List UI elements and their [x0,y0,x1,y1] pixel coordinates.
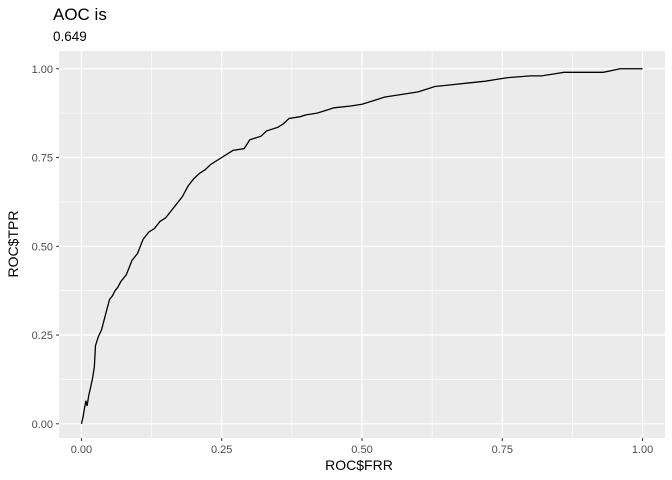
y-axis-title: ROC$TPR [5,211,21,278]
x-tick-label: 0.25 [211,444,232,456]
y-tick-label: 0.50 [32,241,53,253]
x-tick-label: 1.00 [632,444,653,456]
x-axis-title: ROC$FRR [325,457,393,473]
y-axis: 0.00 0.25 0.50 0.75 1.00 [32,64,59,431]
y-tick-label: 0.25 [32,330,53,342]
y-tick-label: 1.00 [32,64,53,76]
x-tick-label: 0.50 [351,444,372,456]
x-tick-label: 0.00 [71,444,92,456]
roc-curve-line [80,68,643,424]
major-gridlines [59,51,665,438]
x-axis: 0.00 0.25 0.50 0.75 1.00 [71,438,653,456]
chart-title: AOC is [53,5,107,24]
x-tick-label: 0.75 [492,444,513,456]
y-tick-label: 0.00 [32,419,53,431]
chart-subtitle: 0.649 [53,29,87,44]
y-tick-label: 0.75 [32,153,53,165]
